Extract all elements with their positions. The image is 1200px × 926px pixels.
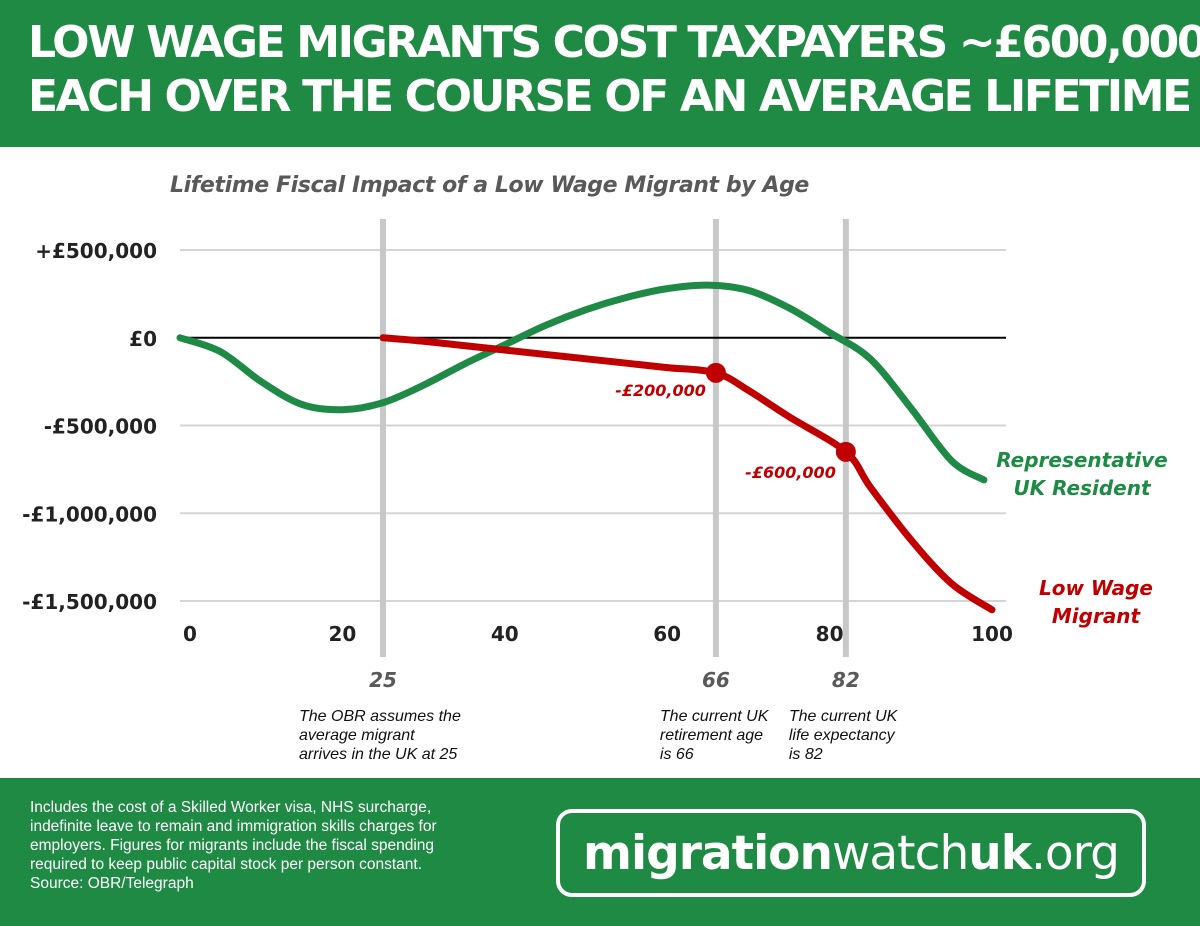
reference-note: average migrant [299, 727, 415, 744]
footnote-source: Source: OBR/Telegraph [30, 875, 194, 892]
footnote-line: Includes the cost of a Skilled Worker vi… [30, 799, 432, 816]
footnote-line: indefinite leave to remain and immigrati… [30, 818, 437, 835]
markers [705, 362, 856, 462]
reference-note: is 66 [660, 746, 694, 763]
chart-labels: +£500,000 £0 -£500,000 -£1,000,000 -£1,500,0… [22, 239, 1168, 763]
logo-text-org: .org [1030, 825, 1120, 881]
reference-note: is 82 [789, 746, 823, 763]
reference-age-label: 82 [832, 668, 860, 692]
y-tick-label: -£1,000,000 [22, 502, 157, 526]
footnote-line: employers. Figures for migrants include … [30, 837, 435, 854]
reference-note: retirement age [660, 727, 763, 744]
reference-note: arrives in the UK at 25 [299, 746, 457, 763]
y-tick-label: +£500,000 [35, 239, 157, 263]
headline: LOW WAGE MIGRANTS COST TAXPAYERS ~£600,0… [28, 16, 1200, 124]
logo-text-watch: watch [831, 825, 969, 881]
data-marker [835, 441, 856, 462]
reference-note: life expectancy [789, 727, 896, 744]
site-logo[interactable]: migration watch uk .org [556, 809, 1146, 897]
reference-lines [380, 219, 849, 657]
data-marker [705, 362, 726, 383]
reference-age-label: 66 [702, 668, 730, 692]
logo-text-uk: uk [968, 825, 1032, 881]
marker-value-label: -£200,000 [615, 381, 706, 400]
reference-note: The current UK [660, 708, 770, 725]
resident-series-line [176, 281, 988, 484]
y-tick-label: -£1,500,000 [22, 590, 157, 614]
x-tick-label: 20 [328, 622, 356, 646]
logo-text-migration: migration [582, 825, 833, 881]
x-tick-label: 0 [183, 622, 197, 646]
headline-line-2: EACH OVER THE COURSE OF AN AVERAGE LIFET… [28, 71, 1192, 122]
headline-line-1: LOW WAGE MIGRANTS COST TAXPAYERS ~£600,0… [28, 17, 1200, 68]
marker-value-label: -£600,000 [745, 463, 836, 482]
y-tick-label: £0 [129, 327, 157, 351]
migrant-series-line [379, 334, 996, 614]
resident-series-label: Representative [996, 448, 1168, 472]
lifetime-fiscal-impact-chart: Lifetime Fiscal Impact of a Low Wage Mig… [22, 173, 1168, 763]
resident-series-label: UK Resident [1013, 476, 1152, 500]
x-tick-label: 80 [816, 622, 844, 646]
footer-banner: Includes the cost of a Skilled Worker vi… [0, 778, 1200, 926]
gridlines [180, 249, 1006, 602]
migrant-series-label: Migrant [1052, 604, 1142, 628]
series-lines [176, 281, 996, 614]
x-tick-label: 100 [971, 622, 1013, 646]
footnote: Includes the cost of a Skilled Worker vi… [30, 798, 520, 893]
reference-age-label: 25 [369, 668, 397, 692]
reference-note: The current UK [789, 708, 899, 725]
migrant-series-label: Low Wage [1039, 576, 1153, 600]
footnote-line: required to keep public capital stock pe… [30, 856, 423, 873]
header-banner: LOW WAGE MIGRANTS COST TAXPAYERS ~£600,0… [0, 0, 1200, 147]
x-tick-label: 60 [653, 622, 681, 646]
reference-note: The OBR assumes the [299, 708, 461, 725]
y-tick-label: -£500,000 [44, 415, 157, 439]
chart-title: Lifetime Fiscal Impact of a Low Wage Mig… [170, 173, 809, 198]
x-tick-label: 40 [491, 622, 519, 646]
